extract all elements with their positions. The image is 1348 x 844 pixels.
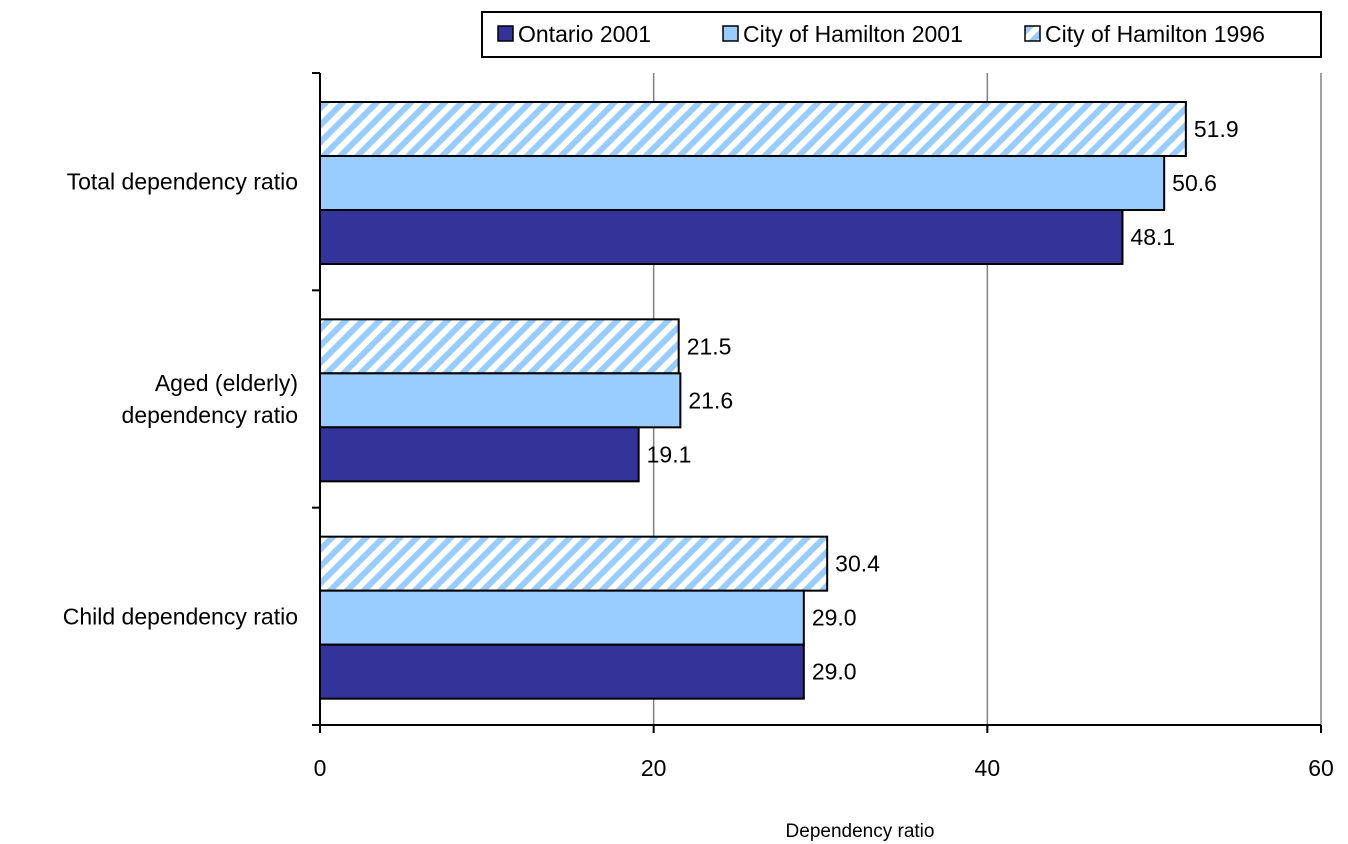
x-tick-label: 40	[975, 755, 1001, 781]
category-label: dependency ratio	[122, 402, 298, 428]
legend-label: City of Hamilton 2001	[743, 21, 963, 47]
x-tick-label: 20	[641, 755, 667, 781]
bar-0-1	[319, 155, 1166, 211]
data-label: 21.5	[687, 333, 732, 359]
data-label: 50.6	[1172, 170, 1217, 196]
data-label: 30.4	[835, 551, 880, 577]
legend-box	[481, 11, 1322, 58]
bar-0-0	[319, 209, 1124, 265]
bar-1-1	[319, 372, 682, 429]
data-label: 19.1	[647, 441, 692, 467]
legend-swatch	[497, 25, 514, 42]
bar-1-2	[319, 318, 680, 375]
x-tick-label: 0	[314, 755, 327, 781]
legend-label: City of Hamilton 1996	[1045, 21, 1265, 47]
data-label: 51.9	[1194, 116, 1239, 142]
category-label: Child dependency ratio	[63, 603, 298, 629]
bar-1-0	[319, 426, 640, 483]
x-axis-title: Dependency ratio	[786, 821, 935, 842]
legend-label: Ontario 2001	[518, 21, 651, 47]
bar-2-0	[319, 643, 805, 700]
bar-0-2	[319, 101, 1187, 157]
bar-2-2	[319, 535, 829, 592]
data-label: 48.1	[1130, 224, 1175, 250]
bar-2-1	[319, 589, 805, 646]
bars	[319, 101, 1187, 700]
category-label: Total dependency ratio	[67, 169, 298, 195]
data-label: 29.0	[812, 605, 857, 631]
legend-swatch	[722, 25, 739, 42]
x-tick-label: 60	[1308, 755, 1334, 781]
data-label: 21.6	[688, 387, 733, 413]
labels: 51.9 50.6 48.1 Total dependency ratio 21.5 21…	[63, 116, 1334, 842]
axes	[312, 72, 1322, 733]
legend: Ontario 2001 City of Hamilton 2001 City of…	[481, 11, 1322, 58]
data-label: 29.0	[812, 659, 857, 685]
legend-swatch	[1024, 25, 1041, 42]
category-label: Aged (elderly)	[155, 370, 298, 396]
